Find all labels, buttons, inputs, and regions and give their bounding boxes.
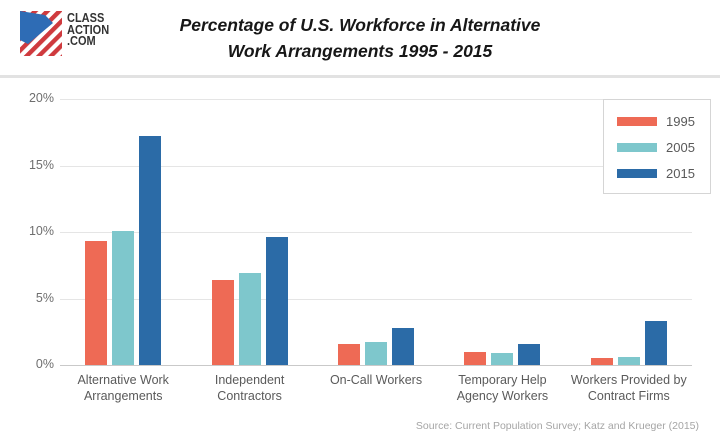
legend-swatch xyxy=(617,117,657,126)
category-label: Workers Provided by Contract Firms xyxy=(566,372,692,404)
y-tick-label: 0% xyxy=(35,357,54,371)
header-divider xyxy=(0,75,720,78)
x-axis-labels: Alternative Work Arrangements Independent C… xyxy=(60,372,692,404)
bar-1995 xyxy=(338,343,361,365)
classaction-logo[interactable]: CLASS ACTION .COM xyxy=(20,11,115,56)
y-tick-label: 10% xyxy=(28,224,54,238)
bar-group xyxy=(186,99,312,365)
y-tick-label: 5% xyxy=(35,290,54,305)
legend-swatch xyxy=(617,169,657,178)
y-tick-label: 20% xyxy=(28,91,54,105)
category-label-line: Workers Provided by xyxy=(570,373,687,387)
bar-1995 xyxy=(211,279,234,365)
gridline-15 xyxy=(60,165,692,167)
bar-2015 xyxy=(392,327,415,365)
bar-groups xyxy=(60,99,692,365)
gridline-20 xyxy=(60,99,692,100)
category-label-line: Agency Workers xyxy=(456,389,549,403)
logo-line-1: CLASS xyxy=(67,11,105,25)
bar-2015 xyxy=(265,237,288,365)
bar-2005 xyxy=(491,353,514,365)
bar-2005 xyxy=(365,342,388,365)
bar-2005 xyxy=(238,273,261,365)
bar-2005 xyxy=(112,230,135,365)
legend-entry-2005: 2005 xyxy=(617,140,702,155)
legend-swatch xyxy=(617,143,657,152)
category-label: Independent Contractors xyxy=(186,372,312,404)
source-note: Source: Current Population Survey; Katz … xyxy=(415,420,699,432)
logo-line-2: ACTION xyxy=(67,22,110,37)
gridline-5 xyxy=(60,298,692,300)
legend-entry-1995: 1995 xyxy=(617,114,702,129)
gridline-10 xyxy=(60,232,692,233)
bar-group xyxy=(60,99,186,365)
plot-area xyxy=(60,99,692,366)
category-label-line: Independent xyxy=(214,373,285,387)
bar-2015 xyxy=(139,136,162,365)
bar-1995 xyxy=(590,358,613,365)
bar-1995 xyxy=(85,241,108,365)
category-label: Temporary Help Agency Workers xyxy=(439,372,565,404)
bar-2015 xyxy=(644,321,667,365)
legend-entry-2015: 2015 xyxy=(617,166,702,181)
gridline-0 xyxy=(60,365,692,366)
bar-1995 xyxy=(464,351,487,365)
category-label-line: Alternative Work xyxy=(77,373,169,387)
category-label-line: Contract Firms xyxy=(587,389,670,403)
category-label-line: On-Call Workers xyxy=(329,373,423,387)
legend-label: 2015 xyxy=(666,166,695,181)
logo-wordmark: CLASS ACTION .COM xyxy=(67,11,110,48)
bar-group xyxy=(313,99,439,365)
flag-icon xyxy=(20,11,62,56)
bar-2005 xyxy=(617,357,640,365)
legend-label: 2005 xyxy=(666,140,695,155)
chart-title: Percentage of U.S. Workforce in Alternat… xyxy=(0,12,720,64)
y-tick-label: 15% xyxy=(28,157,54,172)
category-label: Alternative Work Arrangements xyxy=(60,372,186,404)
category-label: On-Call Workers xyxy=(313,372,439,404)
legend: 1995 2005 2015 xyxy=(603,99,711,194)
legend-label: 1995 xyxy=(666,114,695,129)
logo-line-3: .COM xyxy=(67,34,96,48)
title-line-1: Percentage of U.S. Workforce in Alternat… xyxy=(179,15,541,35)
bar-group xyxy=(439,99,565,365)
category-label-line: Arrangements xyxy=(83,389,163,403)
category-label-line: Contractors xyxy=(217,389,282,403)
bar-group xyxy=(566,99,692,365)
bar-2015 xyxy=(518,343,541,365)
category-label-line: Temporary Help xyxy=(458,373,547,387)
title-line-2: Work Arrangements 1995 - 2015 xyxy=(227,41,493,61)
